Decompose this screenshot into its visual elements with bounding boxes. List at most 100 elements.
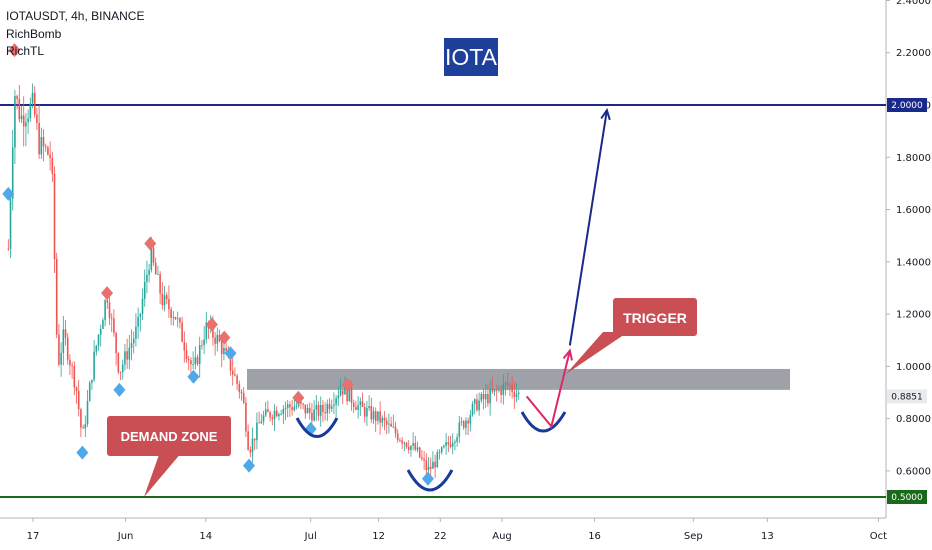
title-badge: IOTA — [444, 38, 498, 76]
candle-body — [511, 385, 513, 392]
candle-body — [366, 408, 368, 417]
candle-body — [110, 318, 113, 319]
time-tick-label: 17 — [27, 531, 40, 542]
candle-body — [341, 390, 344, 395]
candle-body — [102, 320, 104, 330]
time-tick-label: 14 — [199, 531, 212, 542]
candle-body — [311, 412, 313, 421]
candle-body — [487, 393, 489, 404]
candle-body — [443, 445, 445, 448]
candle-body — [414, 443, 417, 450]
candle-body — [489, 388, 491, 404]
candle-body — [203, 339, 205, 346]
candle-body — [163, 295, 166, 306]
candle-body — [326, 403, 329, 414]
candle-body — [385, 420, 388, 425]
candle-body — [86, 401, 89, 425]
buy-signal-diamond — [242, 458, 255, 473]
candle-body — [223, 348, 225, 355]
candle-body — [388, 423, 390, 425]
candle-body — [357, 404, 359, 410]
buy-signal-diamond — [187, 369, 200, 384]
candle-body — [394, 426, 397, 434]
candle-body — [328, 403, 331, 409]
candle-body — [176, 318, 179, 320]
pullback-arrow-icon — [562, 348, 573, 361]
candle-body — [418, 447, 421, 458]
candle-body — [410, 445, 412, 450]
candle-body — [337, 395, 340, 399]
candle-body — [289, 404, 291, 408]
candle-body — [201, 345, 203, 346]
demand-zone-callout-label: DEMAND ZONE — [121, 429, 218, 444]
rounded-bottom-arc-small — [295, 417, 339, 438]
candle-body — [465, 420, 467, 428]
candle-body — [58, 334, 60, 365]
demand-zone-callout[interactable]: DEMAND ZONE — [107, 416, 231, 497]
candle-body — [152, 247, 155, 263]
candle-body — [469, 415, 472, 424]
candle-body — [412, 443, 414, 446]
candle-body — [194, 357, 197, 365]
time-tick-label: 12 — [372, 531, 385, 542]
candle-body — [62, 329, 65, 353]
candle-body — [473, 399, 476, 404]
price-axis[interactable]: 2.4000 2.2000 2.0000 1.8000 1.6000 1.4000 1.20… — [886, 0, 931, 477]
candle-body — [196, 357, 199, 365]
candle-body — [212, 323, 214, 338]
candle-body — [66, 337, 69, 360]
candle-body — [179, 318, 181, 323]
candle-body — [304, 404, 307, 414]
candle-body — [9, 198, 12, 249]
candle-body — [69, 359, 71, 366]
candle-body — [344, 385, 346, 395]
projection-path-breakout — [568, 110, 608, 346]
trigger-callout[interactable]: TRIGGER — [566, 298, 697, 374]
candle-body — [359, 401, 362, 405]
candle-body — [403, 442, 406, 444]
sell-signal-diamond — [144, 236, 157, 251]
candle-body — [440, 447, 443, 453]
breakout-arrow-icon — [600, 107, 611, 121]
candle-body — [449, 444, 452, 447]
candle-body — [51, 157, 54, 174]
candle-body — [141, 298, 144, 314]
candle-body — [97, 334, 100, 346]
candle-body — [436, 452, 439, 468]
candle-body — [53, 173, 56, 260]
candle-body — [143, 281, 146, 299]
candle-body — [236, 375, 238, 384]
current-price-tag-label: 0.8851 — [891, 392, 923, 402]
candle-body — [480, 394, 483, 401]
candle-body — [170, 309, 172, 318]
candle-body — [504, 383, 507, 385]
candle-body — [350, 388, 353, 403]
candle-body — [361, 401, 364, 407]
candle-body — [478, 400, 480, 411]
candle-body — [240, 391, 243, 394]
candle-body — [377, 411, 379, 421]
sell-signal-diamond — [292, 390, 305, 405]
time-axis[interactable]: 17 Jun 14 Jul 12 22 Aug 16 Sep 13 Oct — [27, 518, 888, 542]
candle-body — [335, 398, 337, 405]
candle-body — [168, 299, 170, 310]
candle-body — [462, 421, 465, 428]
candle-body — [286, 404, 289, 408]
candle-body — [216, 334, 219, 344]
candle-body — [82, 427, 84, 429]
candle-body — [379, 411, 381, 423]
candle-body — [198, 345, 201, 365]
candle-body — [434, 461, 436, 468]
candle-body — [124, 351, 126, 365]
sell-signal-diamond — [8, 43, 21, 58]
candle-body — [427, 466, 430, 471]
candle-body — [432, 461, 434, 469]
candle-body — [458, 422, 461, 438]
candle-body — [75, 387, 78, 391]
candle-body — [165, 295, 168, 300]
candle-body — [425, 460, 428, 471]
candle-body — [278, 414, 280, 417]
chart-legend[interactable]: IOTAUSDT, 4h, BINANCE RichBomb RichTL — [6, 9, 144, 58]
candle-body — [291, 407, 293, 411]
